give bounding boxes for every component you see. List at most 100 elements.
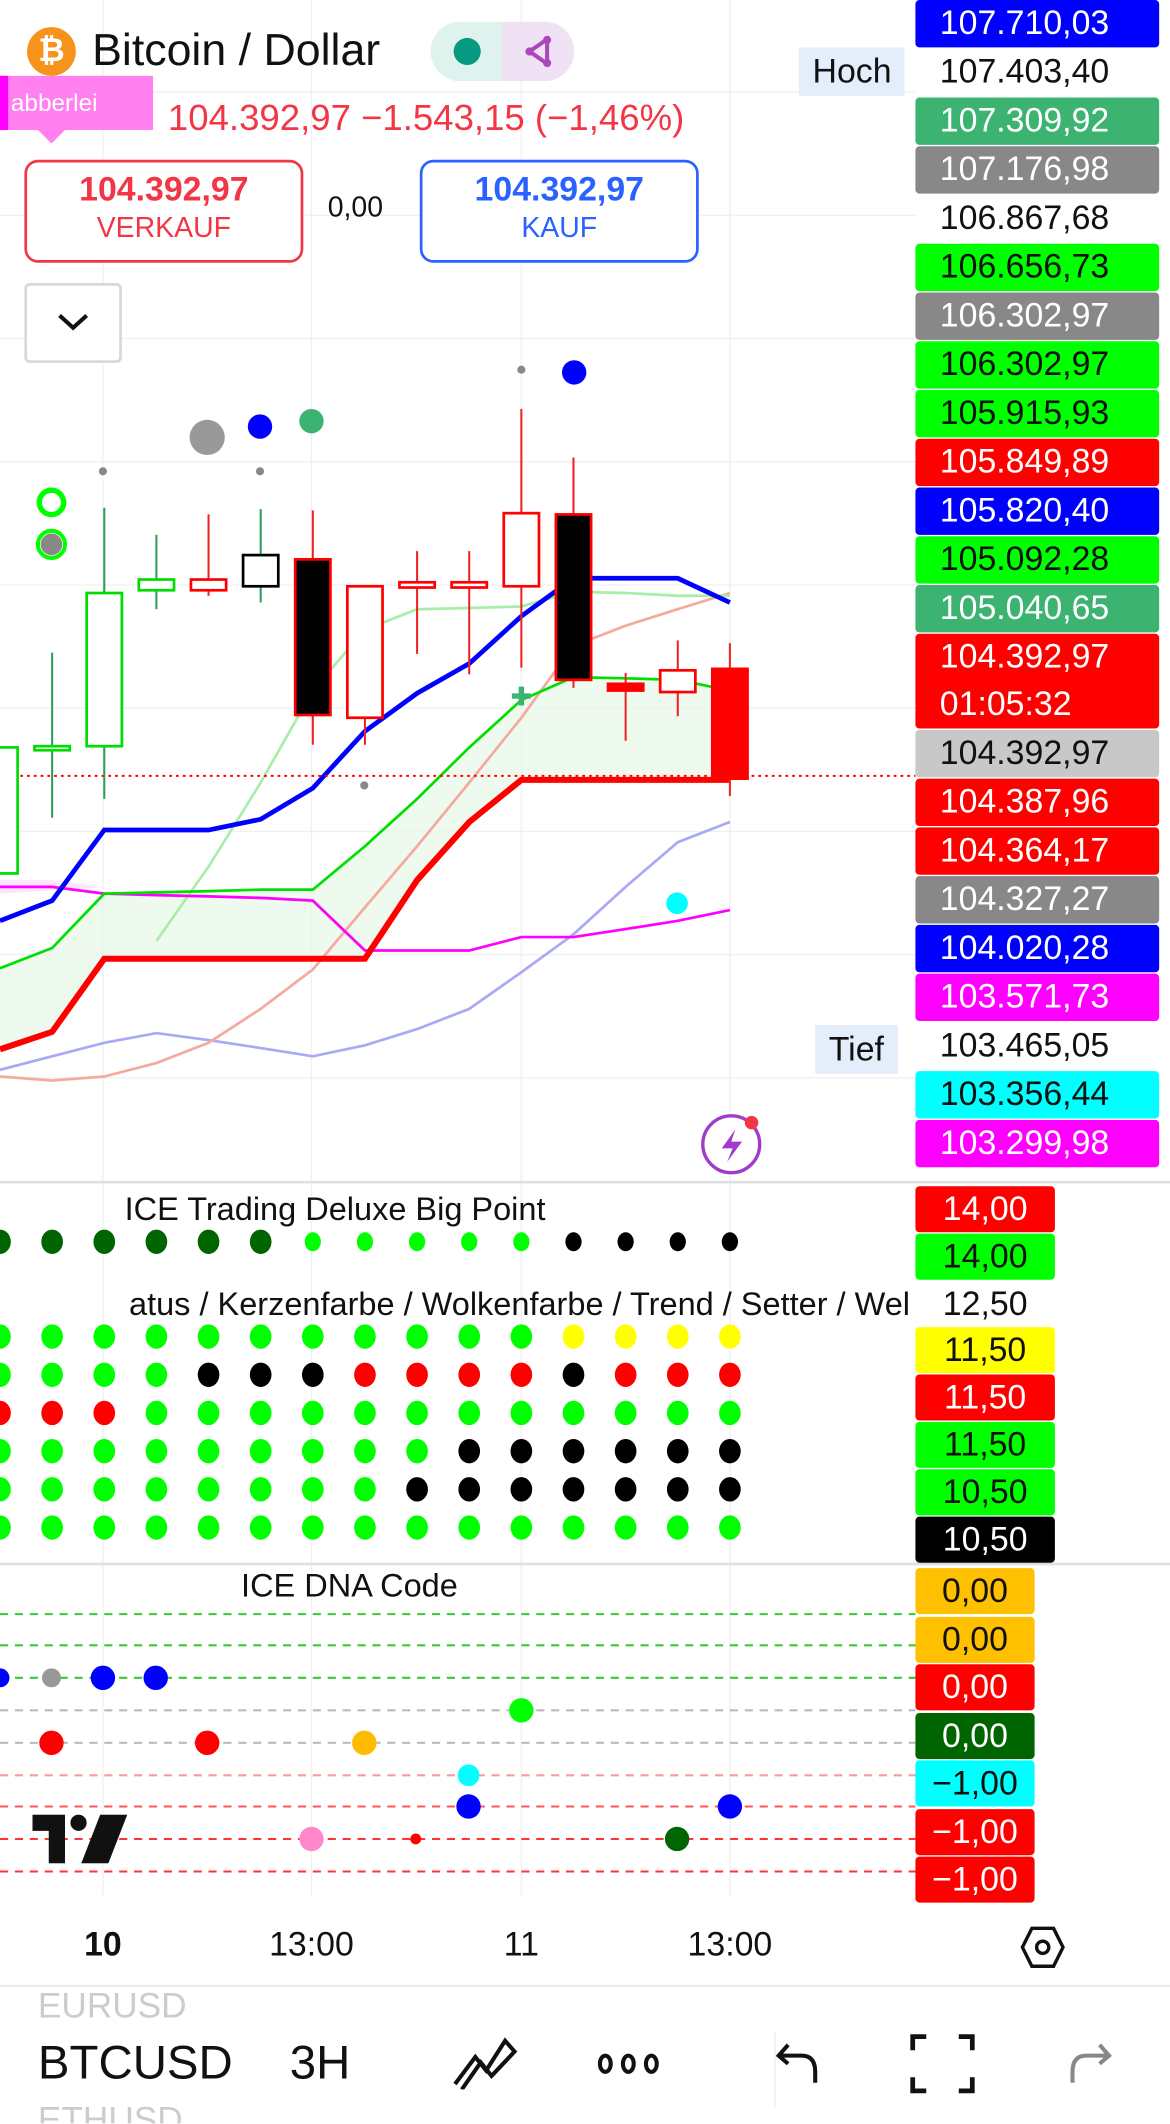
- prev-symbol[interactable]: EURUSD: [37, 1985, 187, 2026]
- status-dot: [510, 1400, 533, 1426]
- big-point-dot: [565, 1232, 582, 1252]
- price-label-value: 105.092,28: [939, 540, 1110, 579]
- status-dot: [458, 1477, 481, 1502]
- status-dot: [614, 1362, 637, 1387]
- status-dot: [510, 1477, 533, 1502]
- indicator-value-label: 14,00: [915, 1233, 1055, 1280]
- status-dot: [510, 1438, 533, 1464]
- undo-icon[interactable]: [775, 2039, 824, 2095]
- price-label: 105.820,40: [915, 487, 1160, 535]
- status-dot: [145, 1362, 168, 1387]
- status-dot: [93, 1438, 116, 1464]
- big-point-dot: [461, 1232, 478, 1252]
- more-icon[interactable]: [596, 2048, 664, 2087]
- price-label-value: 105.820,40: [939, 491, 1110, 530]
- tradingview-logo-icon[interactable]: [32, 1814, 128, 1871]
- next-symbol[interactable]: ETHUSD: [37, 2098, 183, 2124]
- drawing-tools-icon[interactable]: [451, 2035, 519, 2096]
- big-point-dot: [617, 1232, 634, 1252]
- panel1-subtitle: atus / Kerzenfarbe / Wolkenfarbe / Trend…: [129, 1286, 911, 1324]
- candle-body: [85, 591, 124, 748]
- price-label: 107.176,98: [915, 146, 1160, 194]
- indicator-value-label: 0,00: [915, 1568, 1035, 1615]
- indicator-line: [155, 590, 730, 942]
- status-dot: [41, 1515, 63, 1540]
- symbol-button[interactable]: BTCUSD: [37, 2036, 233, 2090]
- status-dot: [562, 1477, 585, 1502]
- big-point-dot: [145, 1229, 168, 1254]
- indicator-value-label: −1,00: [915, 1760, 1035, 1807]
- redo-icon[interactable]: [1064, 2039, 1113, 2095]
- status-dot: [510, 1324, 533, 1349]
- price-label: 106.867,68: [915, 195, 1160, 243]
- status-dot: [666, 1438, 689, 1464]
- status-dot: [0, 1477, 11, 1502]
- price-label-value: 103.571,73: [939, 977, 1110, 1016]
- status-dot: [562, 1362, 585, 1387]
- status-dot: [0, 1515, 11, 1540]
- price-label-value: 103.356,44: [939, 1075, 1110, 1114]
- price-label: 105.040,65: [915, 585, 1160, 633]
- status-dot: [562, 1515, 585, 1540]
- indicator-value-label: −1,00: [915, 1856, 1035, 1903]
- price-label: 103.356,44: [915, 1071, 1160, 1119]
- status-dot: [197, 1324, 220, 1349]
- status-dot: [562, 1324, 585, 1349]
- dna-dot: [39, 1730, 64, 1756]
- expand-button[interactable]: [24, 283, 122, 363]
- price-label-value: 106.302,97: [939, 345, 1110, 384]
- share-icon[interactable]: [502, 21, 575, 82]
- status-dot: [458, 1400, 481, 1426]
- dna-dot: [456, 1794, 481, 1819]
- indicator-value-label: 14,00: [915, 1186, 1055, 1233]
- big-point-dot: [249, 1229, 272, 1254]
- big-point-dot: [0, 1229, 11, 1254]
- status-dot: [145, 1477, 168, 1502]
- price-label-value: 103.465,05: [939, 1026, 1110, 1065]
- status-dot: [145, 1324, 168, 1349]
- price-change: 104.392,97 −1.543,15 (−1,46%): [167, 97, 685, 139]
- status-pill[interactable]: [430, 21, 575, 82]
- status-dot: [0, 1438, 11, 1464]
- candle-body: [554, 513, 593, 682]
- signal-dot: [561, 360, 587, 385]
- fullscreen-icon[interactable]: [910, 2031, 975, 2103]
- status-dot: [614, 1515, 637, 1540]
- status-dot: [41, 1438, 63, 1464]
- status-dot: [666, 1324, 689, 1349]
- settings-icon[interactable]: [1020, 1926, 1066, 1976]
- price-label: 106.302,97: [915, 292, 1160, 340]
- big-point-dot: [513, 1232, 530, 1252]
- big-point-dot: [304, 1232, 321, 1252]
- alert-tag[interactable]: abberlei: [0, 75, 154, 144]
- interval-button[interactable]: 3H: [289, 2036, 351, 2090]
- status-dot: [719, 1438, 741, 1464]
- sell-button[interactable]: 104.392,97 VERKAUF: [24, 159, 304, 263]
- price-label: 106.302,97: [915, 341, 1160, 389]
- notification-dot: [744, 1115, 759, 1130]
- symbol-title[interactable]: Bitcoin / Dollar: [92, 24, 381, 75]
- sell-price: 104.392,97: [79, 170, 249, 209]
- dna-dot: [352, 1730, 377, 1756]
- big-point-dot: [408, 1232, 426, 1252]
- status-dot: [41, 1400, 63, 1426]
- time-label: 13:00: [687, 1925, 773, 1964]
- status-dot: [249, 1438, 272, 1464]
- buy-button[interactable]: 104.392,97 KAUF: [419, 159, 699, 263]
- status-dot: [93, 1515, 116, 1540]
- price-label: 103.571,73: [915, 973, 1160, 1022]
- price-label-value: 104.392,97: [939, 637, 1110, 676]
- status-dot: [301, 1362, 324, 1387]
- status-dot: [197, 1362, 220, 1387]
- dna-dot: [410, 1833, 422, 1845]
- signal-ring: [36, 487, 67, 518]
- price-label: 107.710,03: [915, 0, 1160, 48]
- dna-dot: [664, 1826, 690, 1852]
- low-label: Tief: [815, 1025, 898, 1074]
- status-dot: [614, 1438, 637, 1464]
- status-dot: [93, 1400, 116, 1426]
- candle-body: [398, 580, 437, 589]
- status-dot: [719, 1477, 741, 1502]
